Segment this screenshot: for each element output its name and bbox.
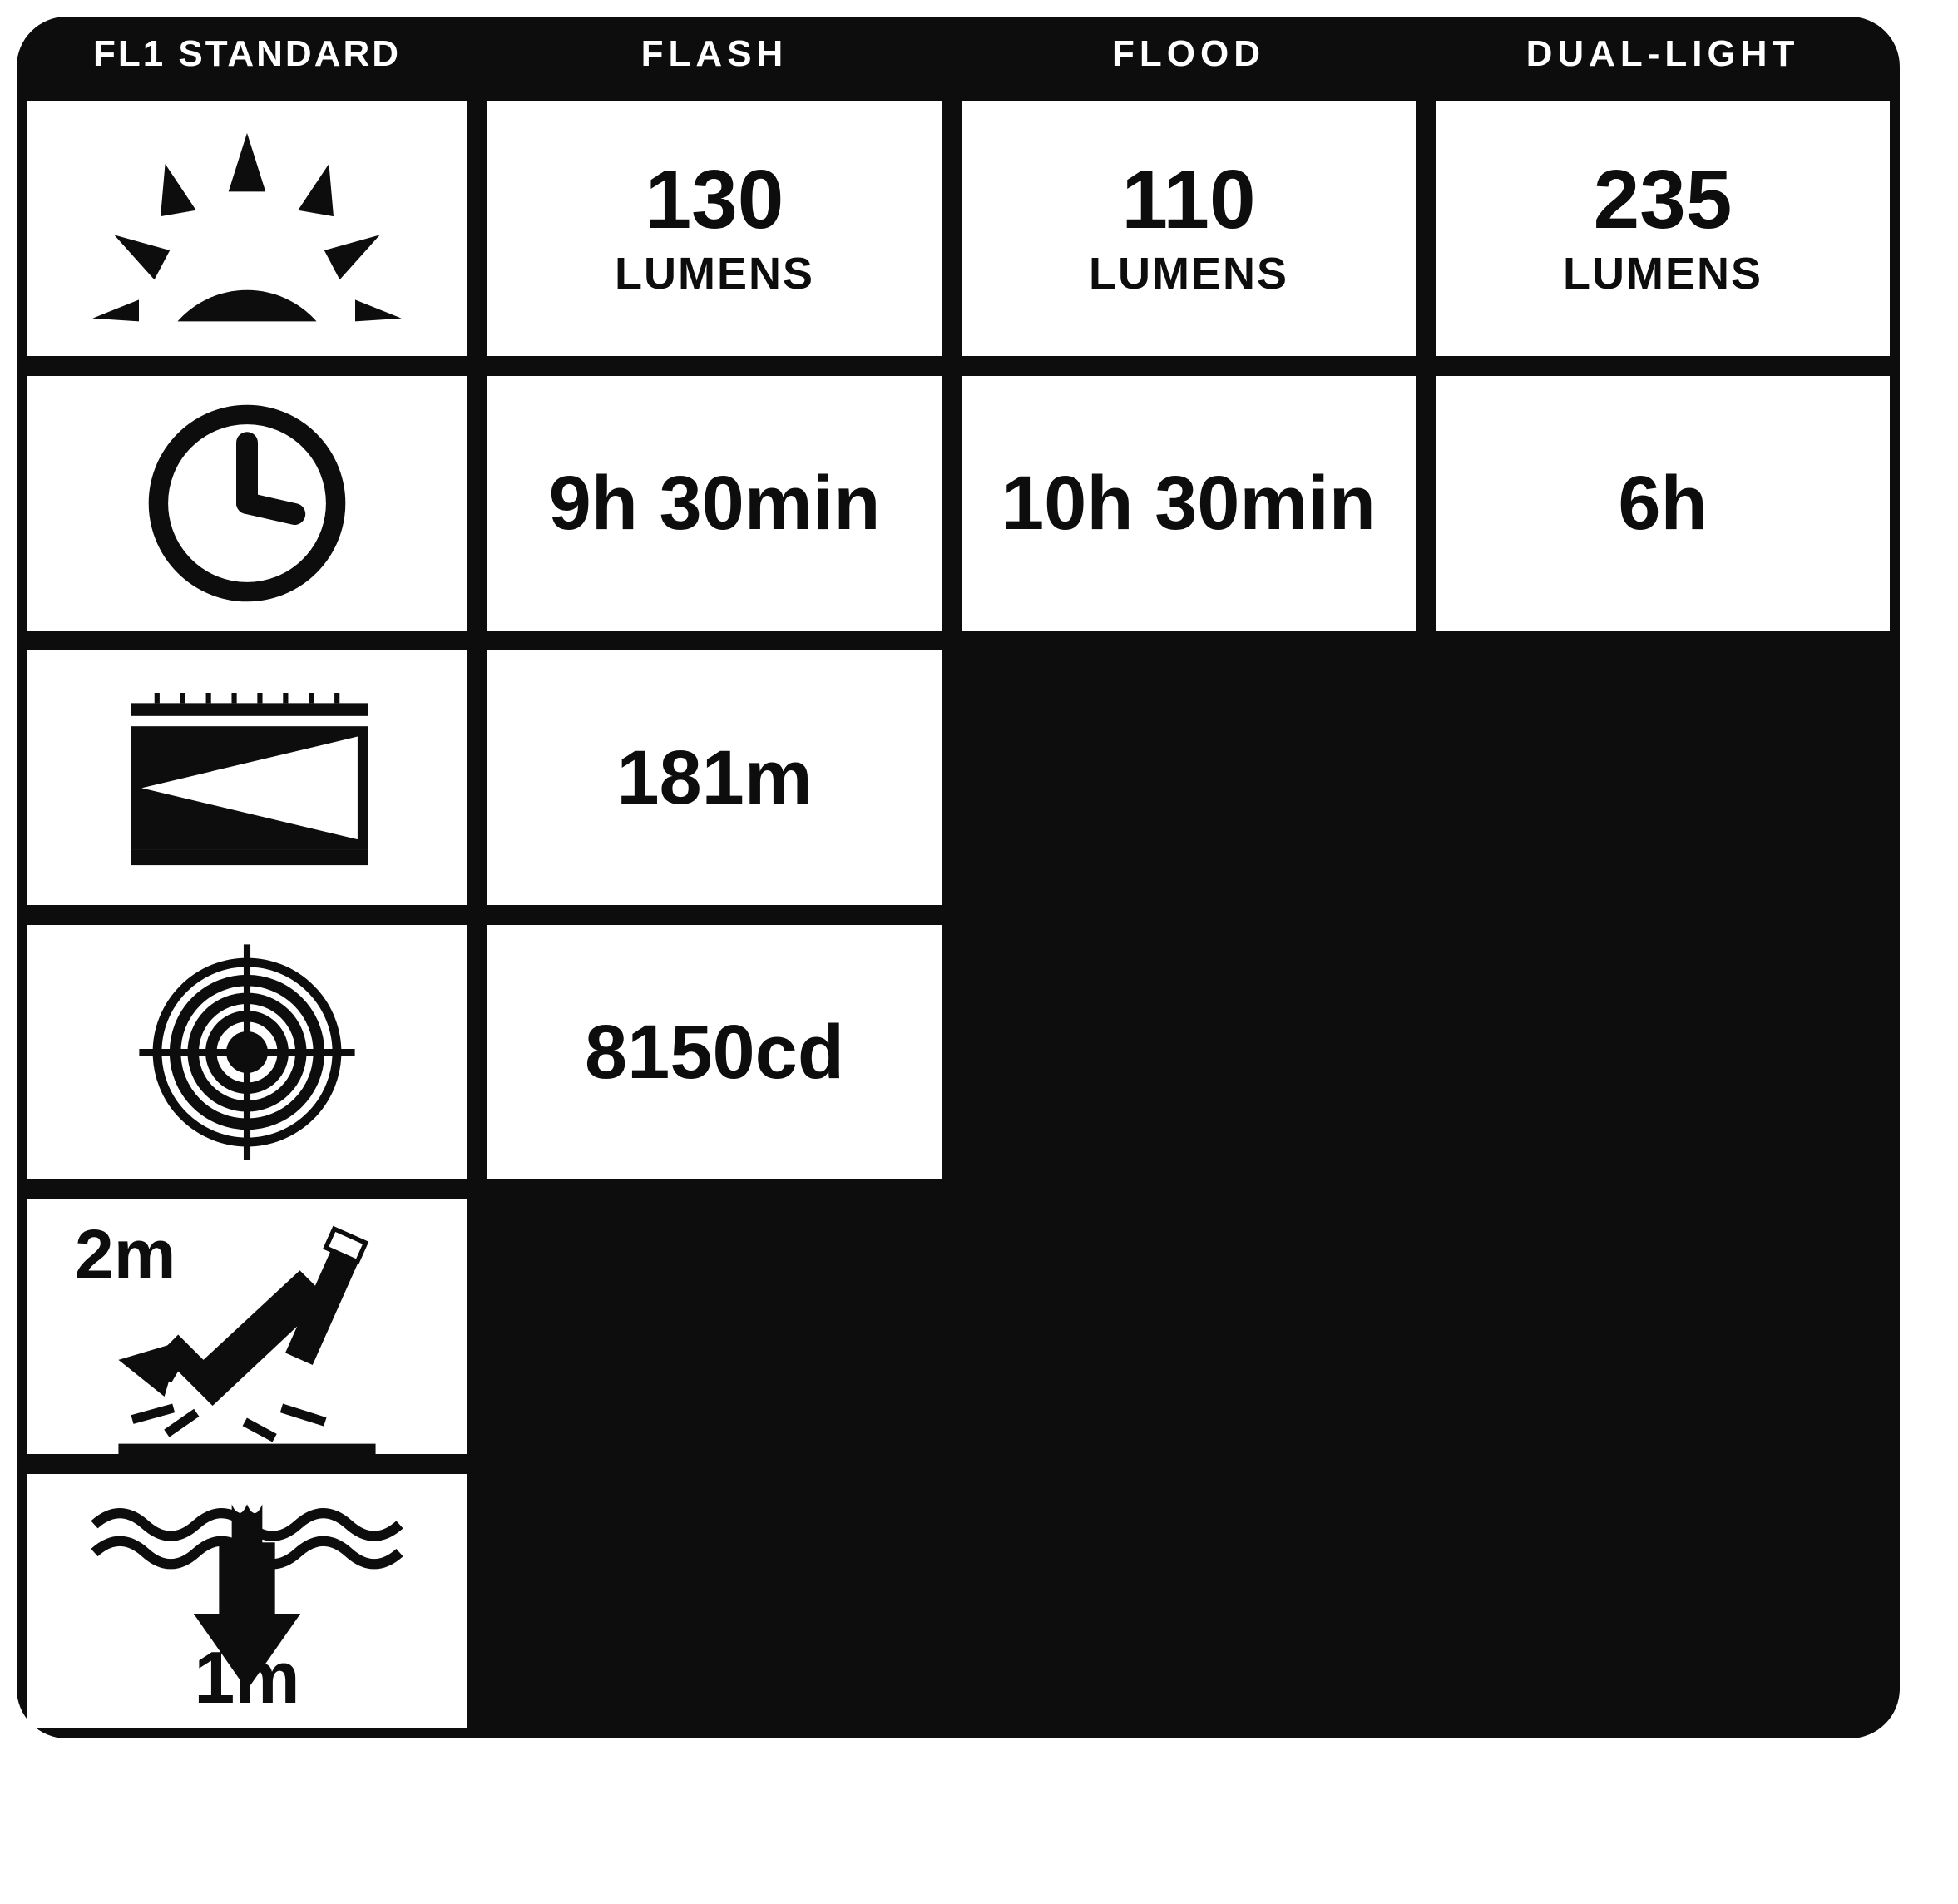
row-distance: 181m [17,640,1900,915]
row-intensity: 8150cd [17,915,1900,1189]
beam-distance-icon [27,650,467,905]
header-fl1: FL1 STANDARD [27,17,467,91]
runtime-icon [27,376,467,631]
header-row: FL1 STANDARD FLASH FLOOD DUAL-LIGHT [17,17,1900,91]
peak-intensity-icon [27,925,467,1179]
lumens-flood: 110 LUMENS [962,101,1416,356]
header-duallight: DUAL-LIGHT [1436,17,1890,91]
value: 6h [1618,460,1707,547]
lumens-duallight: 235 LUMENS [1436,101,1890,356]
water-label: 1m [27,1635,467,1720]
runtime-flood: 10h 30min [962,376,1416,631]
fl1-spec-table: FL1 STANDARD FLASH FLOOD DUAL-LIGHT 1 [17,17,1900,1738]
row-runtime: 9h 30min 10h 30min 6h [17,366,1900,640]
unit: LUMENS [615,248,814,299]
waterproof-icon: 1m [27,1474,467,1728]
value: 130 [645,158,784,241]
value: 9h 30min [549,460,881,547]
value: 8150cd [585,1009,844,1096]
runtime-duallight: 6h [1436,376,1890,631]
value: 10h 30min [1001,460,1376,547]
distance-flash: 181m [487,650,942,905]
value: 110 [1121,158,1255,241]
row-impact: 2m [17,1189,1900,1464]
header-flash: FLASH [487,17,942,91]
intensity-flash: 8150cd [487,925,942,1179]
impact-label: 2m [75,1214,176,1295]
value: 235 [1594,158,1733,241]
row-water: 1m [17,1464,1900,1738]
header-flood: FLOOD [962,17,1416,91]
unit: LUMENS [1563,248,1763,299]
impact-resistance-icon: 2m [27,1199,467,1454]
value: 181m [616,734,812,822]
runtime-flash: 9h 30min [487,376,942,631]
lumens-flash: 130 LUMENS [487,101,942,356]
row-lumens: 130 LUMENS 110 LUMENS 235 LUMENS [17,91,1900,366]
unit: LUMENS [1089,248,1288,299]
light-output-icon [27,101,467,356]
